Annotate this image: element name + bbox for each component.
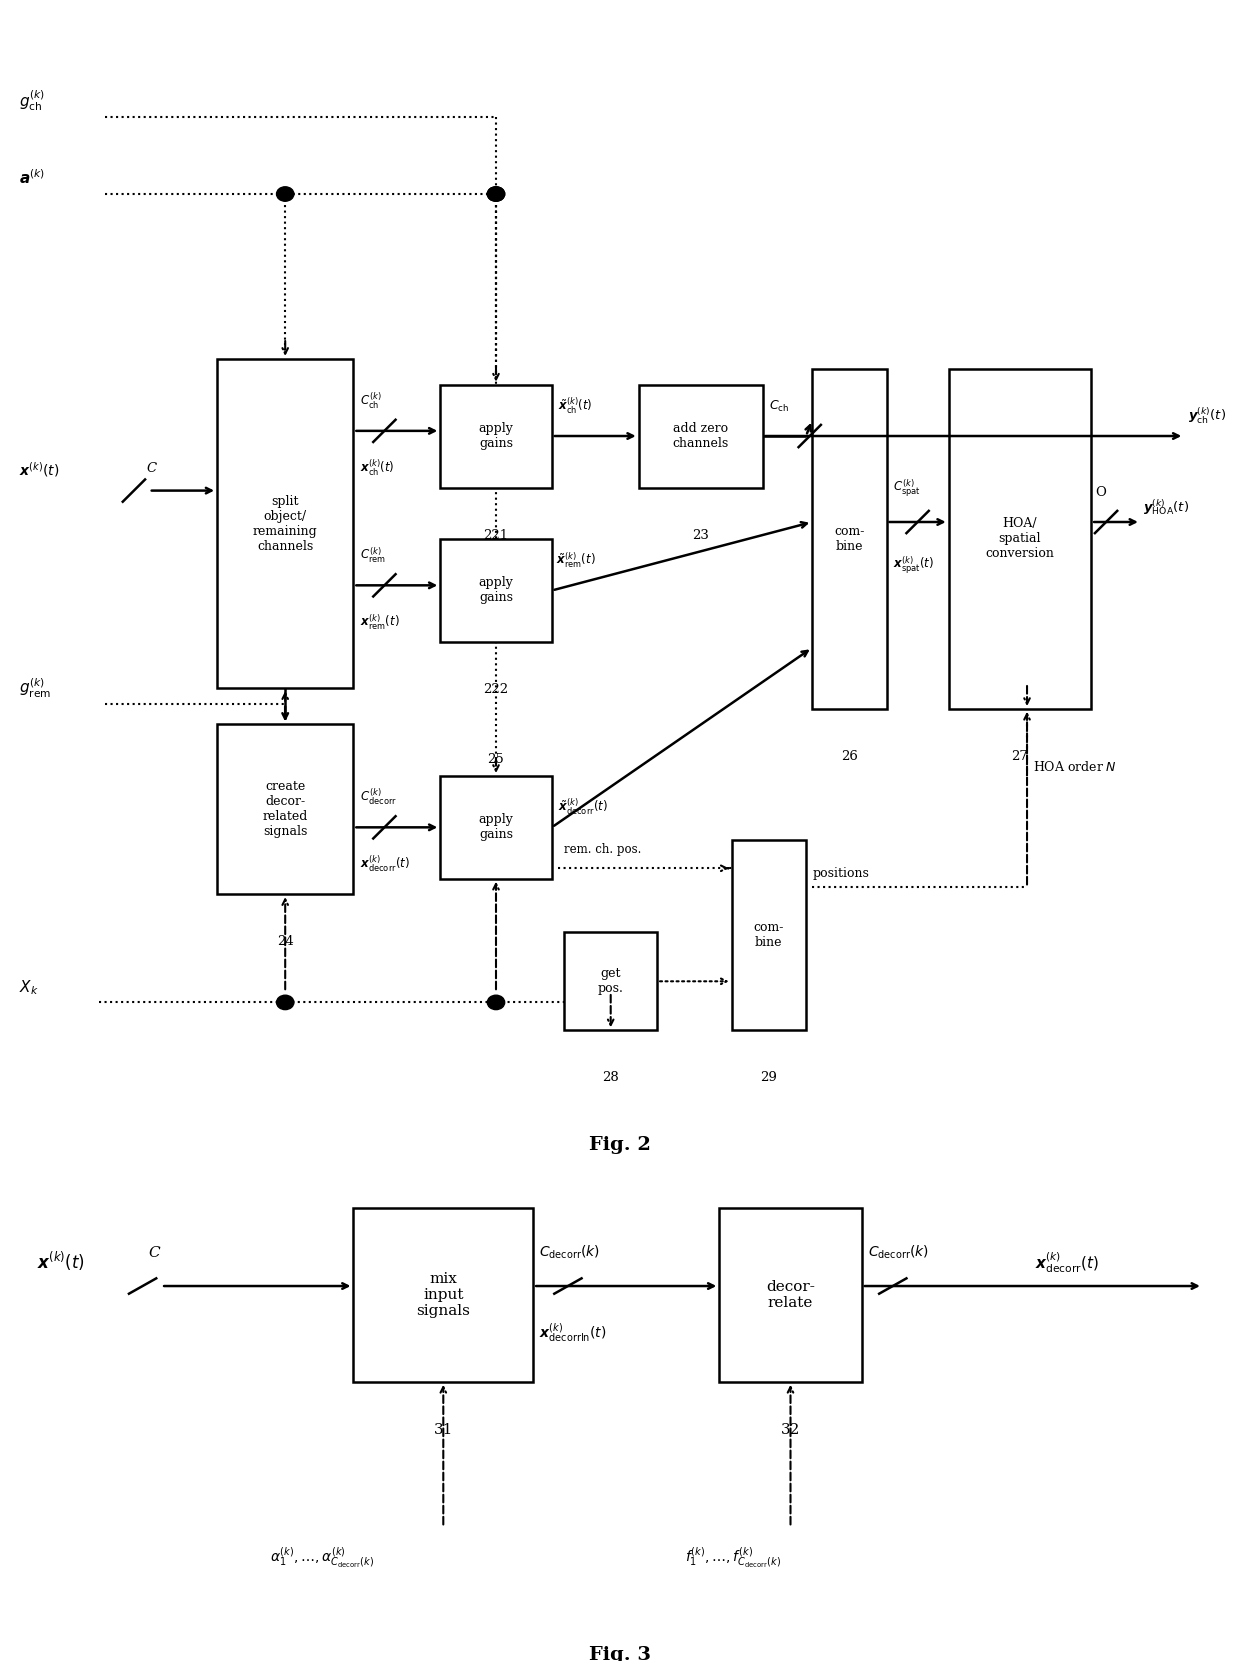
Text: rem. ch. pos.: rem. ch. pos.: [564, 842, 641, 855]
Text: $X_k$: $X_k$: [19, 978, 38, 997]
Text: 24: 24: [277, 935, 294, 948]
Bar: [440, 540, 552, 643]
Bar: [639, 385, 763, 488]
Text: 27: 27: [1012, 751, 1028, 762]
Text: $f_1^{(k)},\ldots,f_{C_{\rm decorr}(k)}^{(k)}$: $f_1^{(k)},\ldots,f_{C_{\rm decorr}(k)}^…: [684, 1545, 781, 1570]
Text: $g_{\rm ch}^{(k)}$: $g_{\rm ch}^{(k)}$: [19, 88, 45, 113]
Text: $\boldsymbol{x}_{\rm ch}^{(k)}(t)$: $\boldsymbol{x}_{\rm ch}^{(k)}(t)$: [360, 457, 394, 478]
Text: 26: 26: [841, 751, 858, 762]
Text: $\boldsymbol{x}^{(k)}_{\rm decorr}(t)$: $\boldsymbol{x}^{(k)}_{\rm decorr}(t)$: [1035, 1251, 1100, 1276]
Text: HOA order $N$: HOA order $N$: [1033, 759, 1117, 774]
Text: $\tilde{\boldsymbol{x}}_{\rm decorr}^{(k)}(t)$: $\tilde{\boldsymbol{x}}_{\rm decorr}^{(k…: [558, 797, 608, 817]
Circle shape: [487, 995, 505, 1010]
Bar: [719, 1208, 862, 1382]
Text: $\boldsymbol{x}_{\rm spat}^{(k)}(t)$: $\boldsymbol{x}_{\rm spat}^{(k)}(t)$: [893, 555, 934, 576]
Text: split
object/
remaining
channels: split object/ remaining channels: [253, 495, 317, 553]
Bar: [440, 776, 552, 879]
Text: 28: 28: [603, 1071, 619, 1085]
Text: 32: 32: [781, 1422, 800, 1437]
Bar: [564, 932, 657, 1030]
Text: HOA/
spatial
conversion: HOA/ spatial conversion: [986, 518, 1054, 560]
Text: $\tilde{\boldsymbol{x}}_{\rm rem}^{(k)}(t)$: $\tilde{\boldsymbol{x}}_{\rm rem}^{(k)}(…: [556, 551, 595, 570]
Text: get
pos.: get pos.: [598, 967, 624, 995]
Text: com-
bine: com- bine: [835, 525, 864, 553]
Text: 23: 23: [692, 528, 709, 541]
Text: $\alpha_1^{(k)},\ldots,\alpha_{C_{\rm decorr}(k)}^{(k)}$: $\alpha_1^{(k)},\ldots,\alpha_{C_{\rm de…: [270, 1545, 373, 1570]
Text: $C_{\rm decorr}(k)$: $C_{\rm decorr}(k)$: [868, 1244, 929, 1261]
Text: add zero
channels: add zero channels: [672, 422, 729, 450]
Bar: [949, 369, 1091, 709]
Text: C: C: [149, 1246, 160, 1261]
Text: $\boldsymbol{x}^{(k)}(t)$: $\boldsymbol{x}^{(k)}(t)$: [37, 1249, 86, 1272]
Bar: [812, 369, 887, 709]
Text: apply
gains: apply gains: [479, 576, 513, 605]
Text: $\boldsymbol{y}_{\rm HOA}^{(k)}(t)$: $\boldsymbol{y}_{\rm HOA}^{(k)}(t)$: [1143, 498, 1189, 517]
Text: create
decor-
related
signals: create decor- related signals: [263, 781, 308, 839]
Circle shape: [487, 186, 505, 201]
Text: $C_{\rm decorr}^{(k)}$: $C_{\rm decorr}^{(k)}$: [360, 787, 397, 807]
Text: $\boldsymbol{x}_{\rm decorr}^{(k)}(t)$: $\boldsymbol{x}_{\rm decorr}^{(k)}(t)$: [360, 854, 409, 874]
Text: $g_{\rm rem}^{(k)}$: $g_{\rm rem}^{(k)}$: [19, 676, 51, 699]
Text: Fig. 3: Fig. 3: [589, 1646, 651, 1661]
Bar: [440, 385, 552, 488]
Circle shape: [277, 995, 294, 1010]
Text: $\boldsymbol{x}_{\rm rem}^{(k)}(t)$: $\boldsymbol{x}_{\rm rem}^{(k)}(t)$: [360, 613, 399, 633]
Text: $\tilde{\boldsymbol{x}}_{\rm ch}^{(k)}(t)$: $\tilde{\boldsymbol{x}}_{\rm ch}^{(k)}(t…: [558, 395, 593, 415]
Text: $\boldsymbol{a}^{(k)}$: $\boldsymbol{a}^{(k)}$: [19, 168, 45, 186]
Bar: [217, 359, 353, 688]
Text: apply
gains: apply gains: [479, 422, 513, 450]
Text: mix
input
signals: mix input signals: [417, 1272, 470, 1317]
Text: $C_{\rm ch}^{(k)}$: $C_{\rm ch}^{(k)}$: [360, 390, 381, 410]
Text: $\boldsymbol{x}^{(k)}(t)$: $\boldsymbol{x}^{(k)}(t)$: [19, 460, 58, 478]
Text: $C_{\rm rem}^{(k)}$: $C_{\rm rem}^{(k)}$: [360, 546, 386, 565]
Text: $\boldsymbol{x}^{(k)}_{\rm decorrIn}(t)$: $\boldsymbol{x}^{(k)}_{\rm decorrIn}(t)$: [539, 1322, 606, 1345]
Circle shape: [487, 186, 505, 201]
Text: O: O: [1095, 487, 1106, 500]
Text: $C_{\rm decorr}(k)$: $C_{\rm decorr}(k)$: [539, 1244, 600, 1261]
Text: apply
gains: apply gains: [479, 814, 513, 842]
Text: $\boldsymbol{y}_{\rm ch}^{(k)}(t)$: $\boldsymbol{y}_{\rm ch}^{(k)}(t)$: [1188, 405, 1226, 427]
Bar: [217, 724, 353, 894]
Text: 221: 221: [484, 528, 508, 541]
Text: $C_{\rm ch}$: $C_{\rm ch}$: [769, 399, 789, 414]
Text: 31: 31: [434, 1422, 453, 1437]
Text: $C_{\rm spat}^{(k)}$: $C_{\rm spat}^{(k)}$: [893, 477, 920, 498]
Text: com-
bine: com- bine: [754, 920, 784, 948]
Text: decor-
relate: decor- relate: [766, 1279, 815, 1311]
Text: 222: 222: [484, 683, 508, 696]
Text: 21: 21: [277, 729, 294, 742]
Bar: [732, 840, 806, 1030]
Text: 25: 25: [487, 752, 505, 766]
Text: positions: positions: [812, 867, 869, 880]
Text: Fig. 2: Fig. 2: [589, 1136, 651, 1154]
Text: C: C: [146, 462, 156, 475]
Circle shape: [277, 186, 294, 201]
Bar: [353, 1208, 533, 1382]
Text: 29: 29: [760, 1071, 777, 1085]
